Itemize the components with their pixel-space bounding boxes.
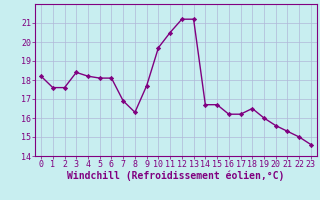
X-axis label: Windchill (Refroidissement éolien,°C): Windchill (Refroidissement éolien,°C) bbox=[67, 171, 285, 181]
